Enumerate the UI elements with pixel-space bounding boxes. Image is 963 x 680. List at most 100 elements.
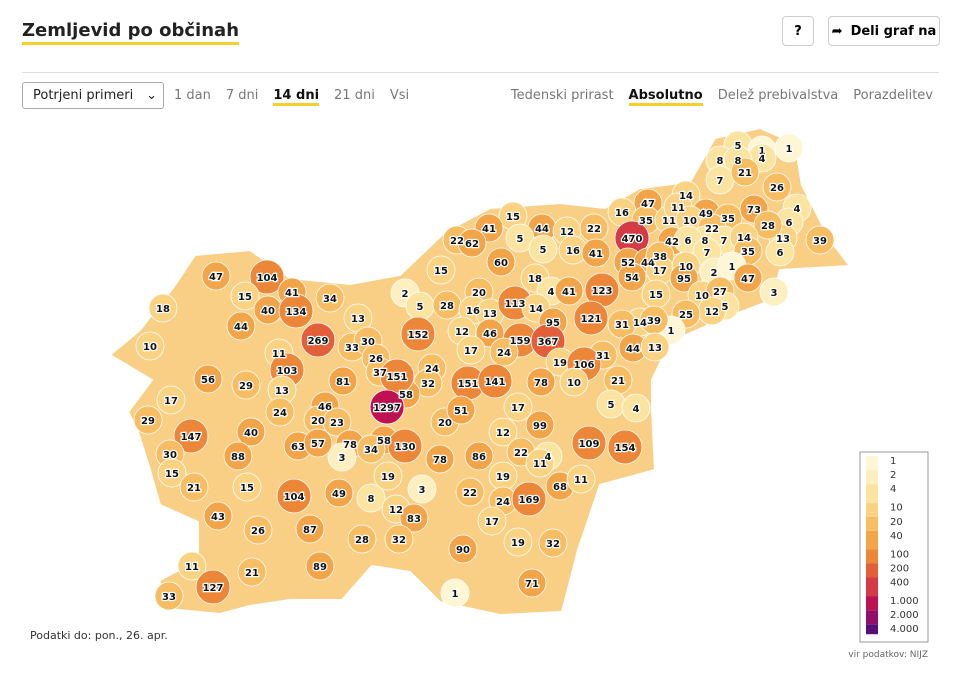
municipality-label: 11 xyxy=(272,349,286,360)
help-button[interactable]: ? xyxy=(782,16,814,46)
municipality-label: 90 xyxy=(456,545,470,556)
legend-label: 4.000 xyxy=(890,624,919,635)
municipality-label: 41 xyxy=(285,288,299,299)
municipality-label: 5 xyxy=(517,234,524,245)
legend-label: 20 xyxy=(890,517,903,528)
municipality xyxy=(525,410,555,440)
municipality-label: 44 xyxy=(234,322,248,333)
municipality-label: 4 xyxy=(545,452,552,463)
municipality-label: 1 xyxy=(786,144,793,155)
municipality-label: 47 xyxy=(741,274,755,285)
municipality-label: 57 xyxy=(311,439,325,450)
legend-label: 400 xyxy=(890,578,909,589)
municipality-label: 17 xyxy=(464,346,478,357)
municipality-label: 41 xyxy=(562,287,576,298)
municipality-label: 13 xyxy=(776,234,790,245)
municipality xyxy=(356,434,386,464)
municipality-label: 12 xyxy=(455,327,469,338)
municipality-label: 32 xyxy=(421,379,435,390)
legend-swatch xyxy=(866,596,878,611)
divider xyxy=(22,72,939,73)
title: Zemljevid po občinah xyxy=(22,20,240,45)
municipality xyxy=(503,392,533,422)
municipality-label: 127 xyxy=(203,583,224,594)
municipality xyxy=(226,311,256,341)
municipality-label: 26 xyxy=(369,354,383,365)
municipality xyxy=(173,418,209,454)
legend-label: 1 xyxy=(890,456,896,467)
tab[interactable]: Absolutno xyxy=(628,88,703,106)
municipality xyxy=(356,483,386,513)
legend-label: 10 xyxy=(890,503,903,514)
municipality-label: 60 xyxy=(494,258,508,269)
municipality-label: 6 xyxy=(685,236,692,247)
municipality-label: 49 xyxy=(699,209,713,220)
tab[interactable]: 1 dan xyxy=(174,88,211,103)
municipality-label: 7 xyxy=(721,236,728,247)
municipality xyxy=(640,332,670,362)
legend-label: 2 xyxy=(890,470,896,481)
municipality-label: 109 xyxy=(579,439,600,450)
municipality-label: 14 xyxy=(633,318,647,329)
municipality-label: 33 xyxy=(162,592,176,603)
municipality-label: 130 xyxy=(395,442,416,453)
tab[interactable]: 7 dni xyxy=(225,88,259,103)
legend-label: 4 xyxy=(890,484,896,495)
municipality xyxy=(231,370,261,400)
municipality-label: 123 xyxy=(592,286,613,297)
municipality xyxy=(230,281,260,311)
municipality xyxy=(607,429,643,465)
share-icon: ➦ xyxy=(831,23,843,39)
municipality-label: 19 xyxy=(553,358,567,369)
municipality-label: 8 xyxy=(717,156,724,167)
municipality xyxy=(373,461,403,491)
municipality xyxy=(305,551,335,581)
tab[interactable]: Vsi xyxy=(389,88,410,103)
municipality-label: 19 xyxy=(496,472,510,483)
municipality-label: 29 xyxy=(239,381,253,392)
tab[interactable]: 14 dni xyxy=(273,88,320,106)
tab[interactable]: Porazdelitev xyxy=(853,88,933,103)
legend-label: 40 xyxy=(890,531,903,542)
municipality-label: 14 xyxy=(737,233,751,244)
municipality xyxy=(477,363,513,399)
municipality xyxy=(154,581,184,611)
municipality xyxy=(559,367,589,397)
tab[interactable]: Tedenski prirast xyxy=(510,88,614,103)
municipality-label: 3 xyxy=(771,288,778,299)
metric-select[interactable]: Potrjeni primeri ⌄ xyxy=(22,82,164,109)
share-button[interactable]: ➦ Deli graf na xyxy=(828,16,940,46)
municipality-label: 4 xyxy=(633,404,640,415)
municipality-label: 13 xyxy=(275,386,289,397)
tab[interactable]: Delež prebivalstva xyxy=(717,88,839,103)
tab[interactable]: 21 dni xyxy=(334,88,375,103)
municipality-label: 46 xyxy=(318,402,332,413)
municipality-label: 10 xyxy=(679,262,693,273)
municipality xyxy=(526,367,556,397)
municipality xyxy=(566,464,596,494)
municipality xyxy=(486,247,516,277)
municipality-label: 13 xyxy=(648,343,662,354)
municipality-label: 19 xyxy=(511,538,525,549)
municipality-label: 13 xyxy=(351,314,365,325)
municipality-label: 1 xyxy=(668,326,675,337)
municipality xyxy=(148,293,178,323)
municipality-label: 22 xyxy=(450,236,464,247)
municipality xyxy=(249,259,285,295)
municipality xyxy=(369,389,405,425)
municipality-label: 22 xyxy=(587,224,601,235)
municipality xyxy=(511,481,547,517)
municipality xyxy=(488,417,518,447)
legend-swatch xyxy=(866,577,878,597)
municipality-label: 17 xyxy=(511,403,525,414)
municipality-label: 11 xyxy=(671,203,685,214)
municipality-label: 10 xyxy=(143,342,157,353)
municipality-label: 24 xyxy=(497,348,511,359)
municipality-label: 44 xyxy=(535,224,549,235)
municipality-label: 15 xyxy=(506,212,520,223)
source: vir podatkov: NIJZ xyxy=(848,650,928,660)
municipality-label: 33 xyxy=(345,343,359,354)
municipality xyxy=(607,309,637,339)
municipality-label: 21 xyxy=(611,376,625,387)
